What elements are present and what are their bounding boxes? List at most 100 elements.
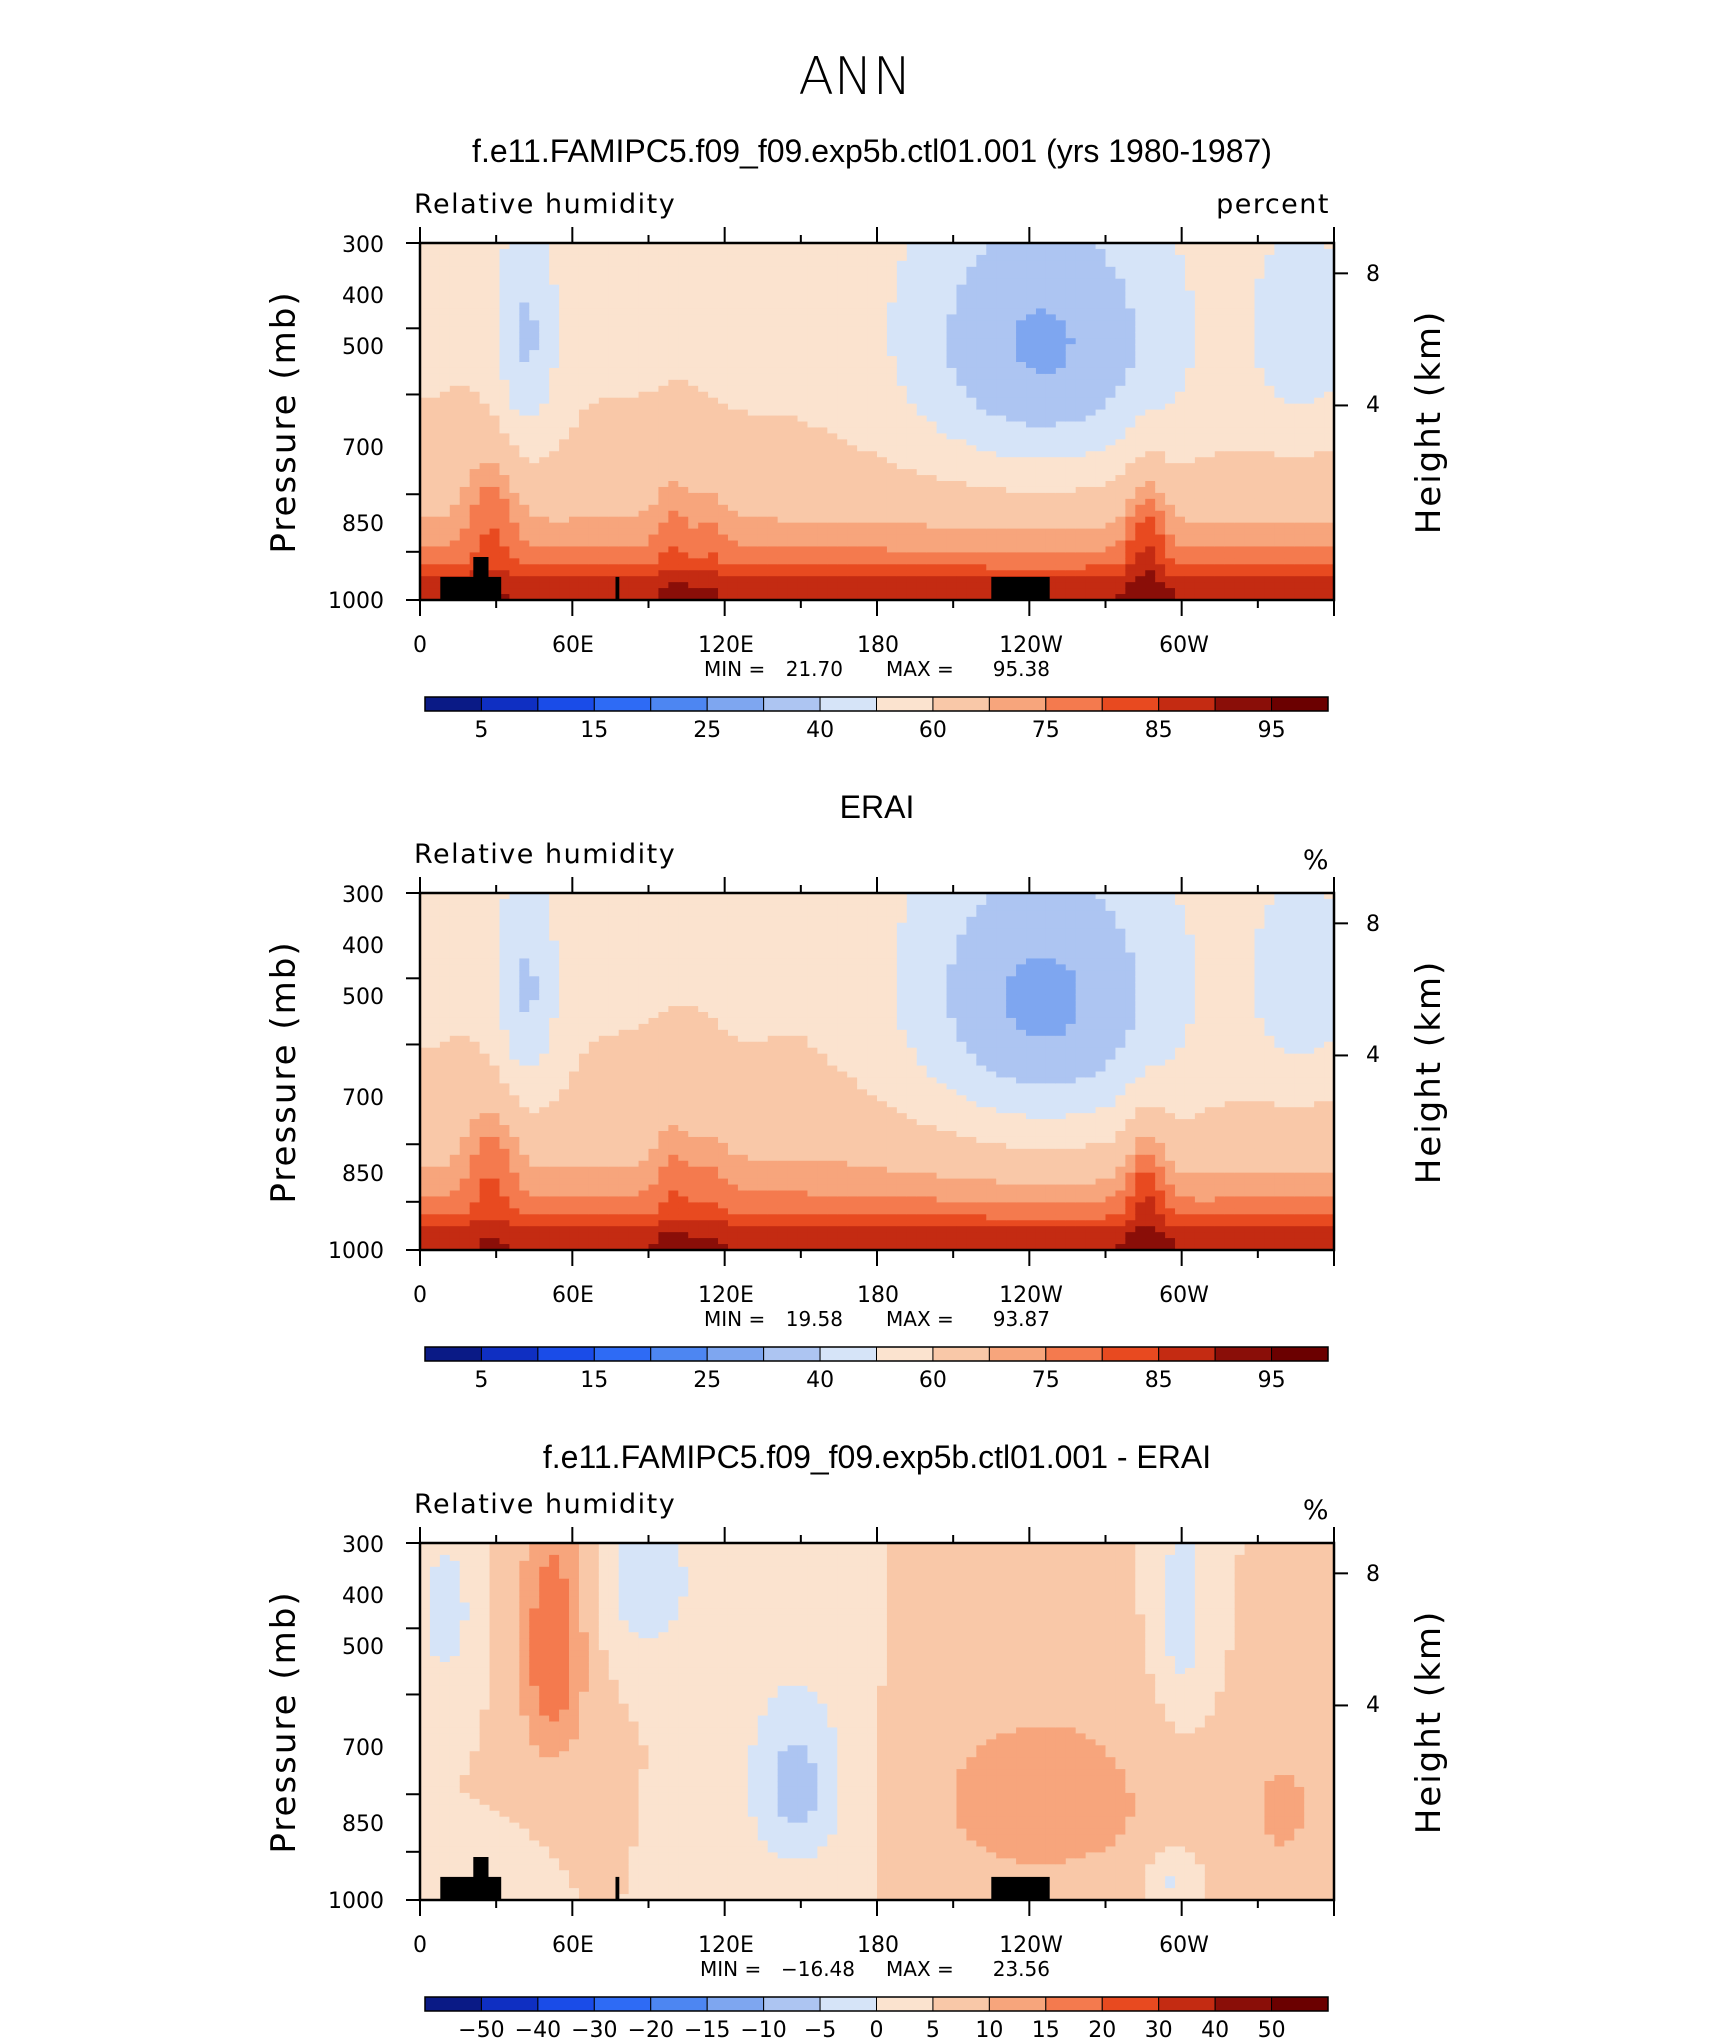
- contour-cell: [1076, 422, 1087, 429]
- contour-cell: [1046, 374, 1057, 381]
- contour-cell: [807, 332, 818, 339]
- contour-cell: [1145, 445, 1156, 452]
- contour-cell: [529, 332, 540, 339]
- contour-cell: [1205, 398, 1216, 405]
- contour-cell: [718, 546, 729, 553]
- contour-cell: [798, 546, 809, 553]
- contour-cell: [748, 398, 759, 405]
- contour-cell: [698, 469, 709, 476]
- contour-cell: [420, 410, 431, 417]
- contour-cell: [619, 410, 630, 417]
- contour-cell: [619, 588, 630, 595]
- contour-cell: [798, 499, 809, 506]
- contour-cell: [480, 505, 491, 512]
- contour-cell: [579, 404, 590, 411]
- contour-cell: [1115, 517, 1126, 524]
- contour-cell: [480, 433, 491, 440]
- panel-model: f.e11.FAMIPC5.f09_f09.exp5b.ctl01.001 (y…: [264, 133, 1449, 743]
- contour-cell: [569, 487, 580, 494]
- contour-cell: [947, 564, 958, 571]
- contour-cell: [1125, 457, 1136, 464]
- contour-cell: [559, 416, 570, 423]
- contour-cell: [609, 546, 620, 553]
- contour-cell: [937, 523, 948, 530]
- contour-cell: [758, 463, 769, 470]
- contour-cell: [887, 392, 898, 399]
- contour-cell: [1066, 362, 1077, 369]
- contour-cell: [1106, 291, 1117, 298]
- contour-cell: [1125, 582, 1136, 589]
- contour-cell: [817, 255, 828, 262]
- contour-cell: [877, 416, 888, 423]
- contour-cell: [609, 362, 620, 369]
- contour-cell: [897, 511, 908, 518]
- contour-cell: [1175, 386, 1186, 393]
- contour-cell: [1066, 326, 1077, 333]
- contour-cell: [1076, 529, 1087, 536]
- contour-cell: [1086, 558, 1097, 565]
- contour-cell: [649, 463, 660, 470]
- contour-cell: [897, 529, 908, 536]
- contour-cell: [718, 481, 729, 488]
- contour-cell: [927, 582, 938, 589]
- contour-cell: [688, 350, 699, 357]
- contour-cell: [599, 469, 610, 476]
- contour-cell: [1175, 564, 1186, 571]
- contour-cell: [499, 291, 510, 298]
- contour-cell: [768, 451, 779, 458]
- contour-cell: [639, 475, 650, 482]
- contour-cell: [619, 404, 630, 411]
- contour-cell: [956, 511, 967, 518]
- contour-cell: [1056, 427, 1067, 434]
- contour-cell: [728, 285, 739, 292]
- contour-cell: [589, 380, 600, 387]
- contour-cell: [629, 546, 640, 553]
- contour-cell: [559, 279, 570, 286]
- contour-cell: [529, 267, 540, 274]
- contour-cell: [1106, 303, 1117, 310]
- contour-cell: [788, 410, 799, 417]
- contour-cell: [1016, 404, 1027, 411]
- contour-cell: [430, 529, 441, 536]
- contour-cell: [589, 297, 600, 304]
- contour-cell: [609, 332, 620, 339]
- contour-cell: [549, 332, 560, 339]
- contour-cell: [539, 386, 550, 393]
- contour-cell: [956, 457, 967, 464]
- contour-cell: [907, 368, 918, 375]
- contour-cell: [1036, 374, 1047, 381]
- contour-cell: [1066, 535, 1077, 542]
- contour-cell: [1165, 255, 1176, 262]
- contour-cell: [947, 422, 958, 429]
- contour-cell: [420, 267, 431, 274]
- contour-cell: [877, 493, 888, 500]
- contour-cell: [847, 314, 858, 321]
- contour-cell: [1006, 267, 1017, 274]
- contour-cell: [529, 505, 540, 512]
- contour-cell: [480, 255, 491, 262]
- contour-cell: [619, 541, 630, 548]
- contour-cell: [569, 279, 580, 286]
- contour-cell: [470, 386, 481, 393]
- contour-cell: [1125, 308, 1136, 315]
- contour-cell: [668, 439, 679, 446]
- contour-cell: [599, 552, 610, 559]
- contour-cell: [688, 255, 699, 262]
- contour-cell: [589, 279, 600, 286]
- contour-cell: [619, 505, 630, 512]
- contour-cell: [996, 392, 1007, 399]
- contour-cell: [1056, 523, 1067, 530]
- contour-cell: [718, 416, 729, 423]
- contour-cell: [1016, 398, 1027, 405]
- contour-cell: [1106, 273, 1117, 280]
- contour-cell: [1195, 308, 1206, 315]
- contour-cell: [867, 582, 878, 589]
- contour-cell: [1036, 427, 1047, 434]
- contour-cell: [589, 505, 600, 512]
- contour-cell: [589, 463, 600, 470]
- contour-cell: [1026, 511, 1037, 518]
- contour-cell: [470, 368, 481, 375]
- contour-cell: [1076, 481, 1087, 488]
- contour-cell: [718, 249, 729, 256]
- contour-cell: [549, 517, 560, 524]
